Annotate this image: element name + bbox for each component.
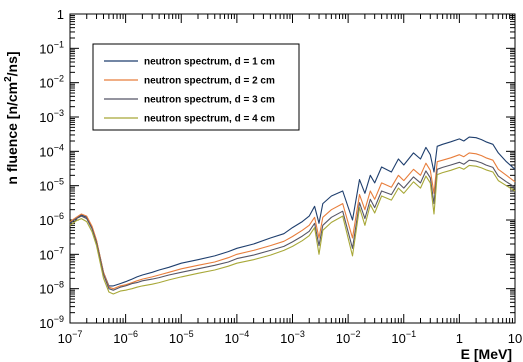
- series-line-1: [69, 136, 516, 287]
- x-tick-label: 10: [508, 331, 522, 346]
- y-tick-label: 10−7: [39, 245, 64, 262]
- y-tick-label: 10−1: [39, 39, 64, 56]
- y-tick-label: 10−9: [39, 314, 64, 331]
- series-line-3: [69, 159, 516, 291]
- y-tick-label: 10−5: [39, 177, 64, 194]
- x-tick-label: 10−1: [391, 329, 416, 346]
- legend-label-4: neutron spectrum, d = 4 cm: [144, 114, 275, 125]
- y-tick-label: 10−3: [39, 108, 64, 125]
- y-axis-tick-labels: 10−9 10−8 10−7 10−6 10−5 10−4 10−3 10−2 10−1 1: [39, 7, 64, 331]
- x-tick-label: 10−3: [280, 329, 305, 346]
- legend-box: [92, 43, 300, 131]
- x-tick-label: 10−4: [225, 329, 250, 346]
- y-tick-label: 10−2: [39, 74, 64, 91]
- legend-label-1: neutron spectrum, d = 1 cm: [144, 57, 275, 68]
- x-tick-label: 10−6: [113, 329, 138, 346]
- y-tick-label: 10−8: [39, 280, 64, 297]
- series-line-4: [69, 164, 516, 295]
- legend-label-3: neutron spectrum, d = 3 cm: [144, 95, 275, 106]
- x-tick-label: 10−5: [169, 329, 194, 346]
- x-axis-title: E [MeV]: [461, 346, 512, 362]
- legend-label-2: neutron spectrum, d = 2 cm: [144, 76, 275, 87]
- x-axis-ticks: [69, 14, 516, 323]
- x-tick-label: 1: [456, 331, 463, 346]
- y-axis-title-sup: 2: [3, 76, 14, 82]
- y-axis-title-main: n fluence [n/cm: [4, 82, 20, 185]
- series-line-2: [69, 152, 516, 290]
- x-axis-tick-labels: 10−7 10−6 10−5 10−4 10−3 10−2 10−1 1 10: [58, 329, 523, 346]
- series-lines: [69, 136, 516, 295]
- y-tick-label: 1: [57, 7, 64, 22]
- y-axis-title: n fluence [n/cm2/ns]: [3, 51, 20, 184]
- y-tick-label: 10−6: [39, 211, 64, 228]
- x-tick-label: 10−7: [58, 329, 83, 346]
- y-axis-title-unit: /ns]: [4, 51, 20, 76]
- legend: neutron spectrum, d = 1 cm neutron spect…: [92, 43, 300, 131]
- y-tick-label: 10−4: [39, 142, 64, 159]
- x-tick-label: 10−2: [336, 329, 361, 346]
